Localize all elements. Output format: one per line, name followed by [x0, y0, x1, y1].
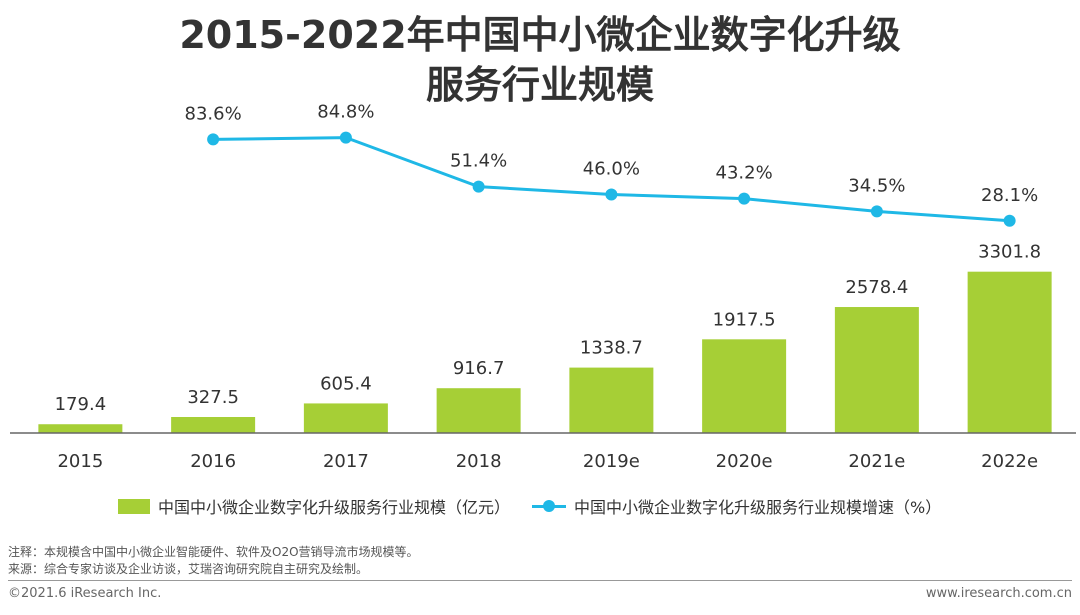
- growth-rate-label: 28.1%: [981, 185, 1038, 206]
- bar-2016: [171, 416, 256, 433]
- footnote-source: 来源：综合专家访谈及企业访谈，艾瑞咨询研究院自主研究及绘制。: [8, 562, 369, 576]
- x-tick-label: 2015: [57, 451, 103, 472]
- bar-2017: [303, 403, 388, 433]
- growth-rate-point-2020e: [738, 192, 751, 205]
- growth-rate-point-2016: [207, 133, 220, 146]
- x-tick-label: 2021e: [848, 451, 905, 472]
- bar-value-label: 327.5: [187, 387, 239, 408]
- bar-value-label: 1338.7: [580, 338, 643, 359]
- chart-title-line-1: 2015-2022年中国中小微企业数字化升级: [179, 13, 901, 57]
- bar-2019e: [569, 367, 654, 433]
- growth-rate-label: 43.2%: [716, 163, 773, 184]
- footer-url: www.iresearch.com.cn: [925, 586, 1072, 601]
- growth-rate-label: 46.0%: [583, 159, 640, 180]
- legend-line-swatch: [532, 499, 567, 512]
- bar-value-label: 2578.4: [845, 277, 908, 298]
- legend: 中国中小微企业数字化升级服务行业规模（亿元） 中国中小微企业数字化升级服务行业规…: [118, 494, 941, 518]
- growth-rate-point-2017: [339, 131, 352, 144]
- x-tick-label: 2019e: [583, 451, 640, 472]
- x-tick-label: 2018: [456, 451, 502, 472]
- x-tick-label: 2016: [190, 451, 236, 472]
- growth-rate-point-2019e: [605, 188, 618, 201]
- footer-copyright: ©2021.6 iResearch Inc.: [8, 586, 162, 601]
- legend-bar-label: 中国中小微企业数字化升级服务行业规模（亿元）: [158, 498, 511, 517]
- x-tick-label: 2020e: [716, 451, 773, 472]
- footer-divider: [8, 580, 1072, 581]
- growth-rate-label: 83.6%: [185, 103, 242, 124]
- growth-rate-point-2021e: [870, 205, 883, 218]
- bar-2022e: [967, 271, 1052, 433]
- chart-title-line-2: 服务行业规模: [425, 63, 654, 107]
- footnote-line-1: 注释：本规模含中国中小微企业智能硬件、软件及O2O营销导流市场规模等。: [8, 545, 419, 559]
- bar-value-label: 605.4: [320, 373, 372, 394]
- bar-2018: [436, 388, 521, 433]
- bar-value-label: 1917.5: [713, 309, 776, 330]
- bar-value-label: 3301.8: [978, 242, 1041, 263]
- legend-bar-swatch: [118, 498, 150, 514]
- x-tick-label: 2022e: [981, 451, 1038, 472]
- growth-rate-point-2022e: [1003, 214, 1016, 227]
- growth-rate-point-2018: [472, 180, 485, 193]
- x-tick-label: 2017: [323, 451, 369, 472]
- bar-2020e: [702, 339, 787, 433]
- bar-value-label: 179.4: [55, 394, 107, 415]
- footnotes: 注释：本规模含中国中小微企业智能硬件、软件及O2O营销导流市场规模等。 来源：综…: [8, 544, 419, 578]
- bar-value-label: 916.7: [453, 358, 505, 379]
- growth-rate-label: 84.8%: [317, 102, 374, 123]
- bar-2021e: [834, 307, 919, 433]
- bar-2015: [38, 424, 123, 433]
- growth-rate-label: 34.5%: [848, 175, 905, 196]
- growth-rate-label: 51.4%: [450, 151, 507, 172]
- legend-line-label: 中国中小微企业数字化升级服务行业规模增速（%）: [574, 498, 942, 517]
